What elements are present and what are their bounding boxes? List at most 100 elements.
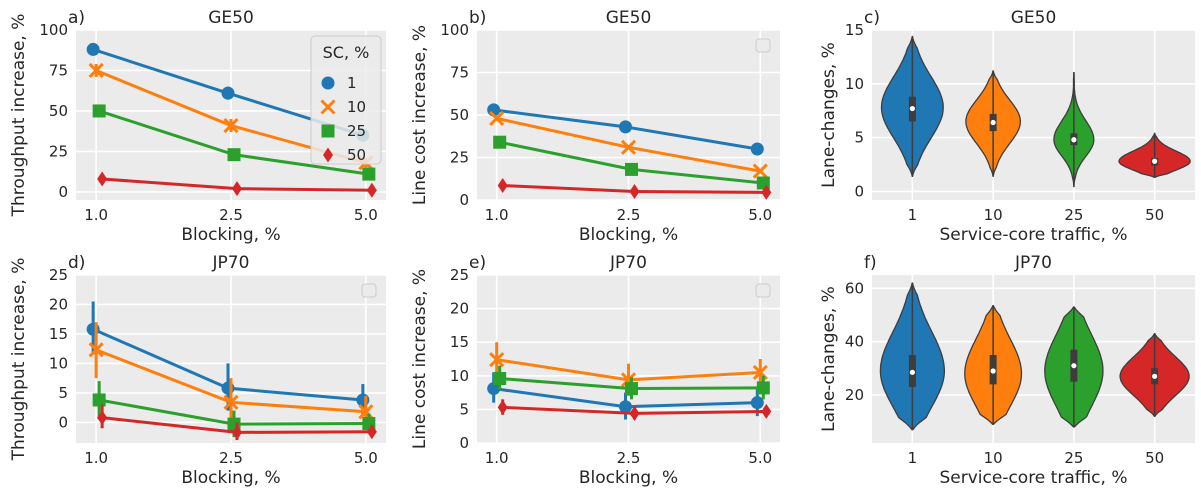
y-tick-label: 100 — [39, 21, 68, 39]
y-tick-label: 100 — [440, 21, 469, 39]
x-tick-label: 2.5 — [219, 206, 243, 224]
y-tick-label: 20 — [845, 386, 864, 404]
data-point — [625, 382, 638, 396]
violin-1 — [880, 35, 944, 177]
x-tick-label: 1 — [908, 206, 918, 224]
y-axis-label: Throughput increase, % — [9, 14, 29, 218]
violin-median — [990, 119, 996, 126]
series-50 — [497, 178, 772, 200]
legend-marker — [320, 99, 336, 115]
chart-title: JP70 — [212, 253, 250, 273]
x-axis-label: Blocking, % — [579, 468, 678, 488]
x-tick-label: 2.5 — [617, 449, 641, 467]
data-point — [497, 399, 508, 415]
violin-50 — [1118, 132, 1191, 179]
y-tick-label: 0 — [854, 182, 864, 200]
violin-median — [1071, 137, 1077, 143]
x-axis-label: Blocking, % — [181, 468, 280, 488]
panel-label: f) — [864, 253, 877, 273]
legend-marker — [323, 147, 333, 163]
series-50 — [97, 404, 377, 441]
y-tick-label: 15 — [49, 325, 68, 343]
violin-25 — [1044, 306, 1104, 428]
violin-median — [909, 105, 915, 112]
data-point — [761, 403, 772, 419]
data-point — [97, 410, 108, 426]
y-axis-label: Lane-changes, % — [819, 286, 839, 432]
data-point — [92, 393, 106, 407]
legend-marker — [321, 124, 335, 138]
data-point — [489, 352, 505, 368]
data-point — [629, 184, 640, 199]
legend-empty-box — [755, 38, 771, 53]
x-tick-label: 25 — [1064, 449, 1083, 467]
x-tick-label: 10 — [984, 206, 1003, 224]
data-point — [619, 400, 632, 414]
x-tick-label: 5.0 — [354, 206, 378, 224]
chart-panel-6: 20 40 60 1 10 25 50 Service-core traffic, % Lane… — [819, 253, 1195, 488]
data-point — [362, 167, 376, 181]
x-axis-label: Blocking, % — [579, 225, 678, 245]
y-tick-label: 10 — [845, 75, 864, 93]
violin-median — [1152, 373, 1158, 379]
legend-entry: 50 — [347, 146, 366, 164]
chart-panel-3: 0 5 10 15 1 10 25 50 Service-core traffic, % Lane… — [819, 8, 1195, 245]
x-tick-label: 2.5 — [617, 206, 641, 224]
x-tick-label: 2.5 — [219, 449, 243, 467]
data-point — [366, 182, 377, 198]
data-point — [629, 405, 640, 421]
series-1 — [487, 103, 764, 156]
data-point — [752, 163, 768, 179]
data-point — [223, 394, 239, 410]
violin-25 — [1053, 71, 1095, 188]
y-tick-label: 0 — [459, 191, 469, 209]
data-point — [756, 381, 770, 395]
y-tick-label: 15 — [450, 333, 469, 351]
data-point — [493, 135, 507, 149]
y-tick-label: 25 — [450, 266, 469, 284]
data-point — [356, 393, 370, 407]
panel-label: b) — [469, 8, 486, 28]
chart-title: JP70 — [609, 253, 647, 273]
series-25 — [493, 365, 770, 400]
y-tick-label: 40 — [845, 333, 864, 351]
chart-panel-4: 0 5 10 15 20 25 1.0 2.5 5.0 Blocking, % Throughput… — [9, 253, 386, 488]
series-10 — [489, 110, 768, 179]
data-point — [232, 181, 242, 197]
x-axis-label: Service-core traffic, % — [939, 468, 1127, 488]
y-axis-label: Throughput increase, % — [9, 258, 29, 462]
data-point — [221, 86, 235, 100]
legend-empty-box — [755, 283, 771, 298]
data-point — [625, 162, 638, 176]
data-point — [750, 142, 764, 156]
x-tick-label: 5.0 — [354, 449, 378, 467]
data-point — [92, 104, 106, 118]
legend-title: SC, % — [323, 43, 370, 62]
data-point — [88, 342, 104, 358]
x-tick-label: 5.0 — [748, 206, 772, 224]
y-tick-label: 25 — [49, 266, 68, 284]
violin-median — [1152, 158, 1158, 164]
data-point — [86, 322, 100, 336]
x-tick-label: 1.0 — [485, 449, 509, 467]
data-point — [97, 171, 108, 187]
violin-median — [909, 369, 915, 375]
data-point — [493, 371, 507, 385]
series-50 — [497, 399, 772, 421]
panel-label: d) — [68, 253, 85, 273]
data-point — [750, 396, 764, 410]
chart-panel-5: 0 5 10 15 20 25 1.0 2.5 5.0 Blocking, % Line cost … — [410, 253, 780, 488]
legend-entry: 25 — [347, 122, 366, 140]
y-axis-label: Line cost increase, % — [410, 269, 430, 449]
data-point — [366, 424, 377, 440]
data-point — [232, 424, 242, 440]
x-axis-label: Blocking, % — [181, 225, 280, 245]
y-axis-label: Line cost increase, % — [410, 25, 430, 205]
data-point — [619, 120, 632, 134]
legend: SC, % 1 10 25 50 — [310, 35, 382, 165]
y-tick-label: 10 — [49, 354, 68, 372]
y-tick-label: 5 — [854, 129, 864, 147]
y-tick-label: 10 — [450, 367, 469, 385]
x-tick-label: 10 — [984, 449, 1003, 467]
